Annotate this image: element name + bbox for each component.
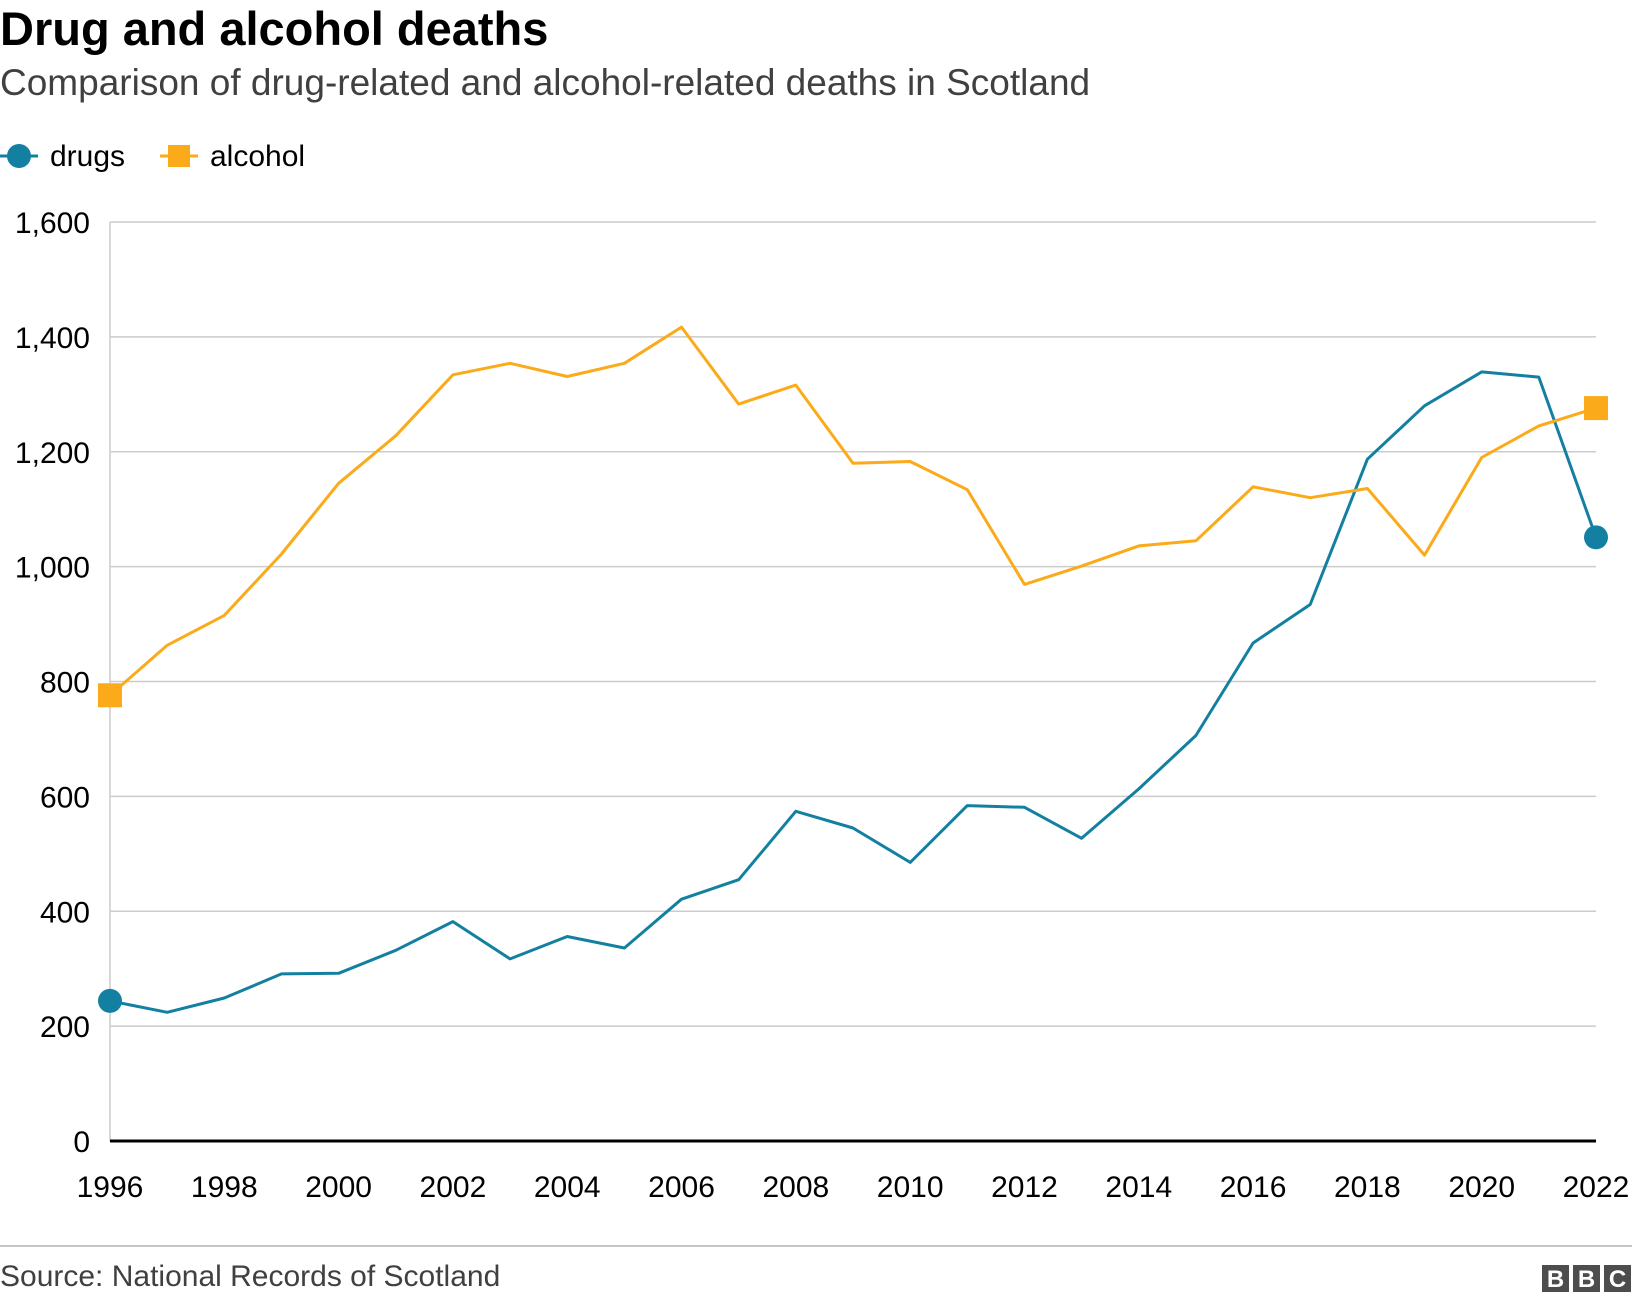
- y-tick-label-600: 600: [40, 781, 90, 814]
- x-tick-label-2010: 2010: [877, 1171, 944, 1204]
- x-tick-label-1998: 1998: [191, 1171, 258, 1204]
- y-axis-ticks: 0 200 400 600 800 1,000 1,200 1,400 1,600: [15, 207, 90, 1159]
- x-tick-label-2014: 2014: [1105, 1171, 1172, 1204]
- x-tick-label-2018: 2018: [1334, 1171, 1401, 1204]
- y-tick-label-0: 0: [73, 1126, 90, 1159]
- bbc-logo-block: [1542, 1265, 1569, 1292]
- legend-alcohol-label: alcohol: [210, 140, 305, 173]
- bbc-logo-block: [1604, 1265, 1631, 1292]
- x-tick-label-2016: 2016: [1220, 1171, 1287, 1204]
- x-tick-label-2006: 2006: [648, 1171, 715, 1204]
- x-tick-label-2020: 2020: [1448, 1171, 1515, 1204]
- y-tick-label-1000: 1,000: [15, 552, 90, 585]
- y-tick-label-1400: 1,400: [15, 322, 90, 355]
- bbc-logo-letter: C: [1609, 1266, 1626, 1293]
- gridlines: [109, 221, 1596, 1143]
- point-drugs-1996: [98, 988, 122, 1013]
- point-alcohol-1996: [98, 683, 122, 708]
- x-tick-label-2004: 2004: [534, 1171, 601, 1204]
- x-axis-ticks: 1996 1998 2000 2002 2004 2006 2008 2010 2012 2014…: [77, 1171, 1630, 1204]
- x-tick-label-2012: 2012: [991, 1171, 1058, 1204]
- y-tick-label-1600: 1,600: [15, 207, 90, 240]
- series: [98, 325, 1608, 1014]
- legend-drugs-marker: [7, 144, 31, 168]
- series-line-alcohol: [108, 325, 1598, 697]
- y-tick-label-800: 800: [40, 667, 90, 700]
- source-note: Source: National Records of Scotland: [0, 1260, 500, 1293]
- series-line-drugs: [108, 370, 1598, 1014]
- bbc-logo-letter: B: [1547, 1266, 1564, 1293]
- y-tick-label-200: 200: [40, 1011, 90, 1044]
- point-drugs-2022: [1584, 525, 1608, 550]
- chart-title: Drug and alcohol deaths: [0, 2, 548, 55]
- chart-subtitle: Comparison of drug-related and alcohol-r…: [0, 62, 1090, 103]
- legend-alcohol-marker: [168, 145, 190, 167]
- y-tick-label-400: 400: [40, 896, 90, 929]
- x-tick-label-2022: 2022: [1563, 1171, 1630, 1204]
- x-tick-label-2000: 2000: [305, 1171, 372, 1204]
- legend: drugs alcohol: [0, 140, 305, 173]
- point-alcohol-2022: [1584, 396, 1608, 421]
- x-tick-label-2002: 2002: [420, 1171, 487, 1204]
- legend-drugs-label: drugs: [50, 140, 125, 173]
- x-tick-label-2008: 2008: [762, 1171, 829, 1204]
- y-tick-label-1200: 1,200: [15, 437, 90, 470]
- bbc-logo-letter: B: [1578, 1266, 1595, 1293]
- x-tick-label-1996: 1996: [77, 1171, 144, 1204]
- bbc-logo-block: [1573, 1265, 1600, 1292]
